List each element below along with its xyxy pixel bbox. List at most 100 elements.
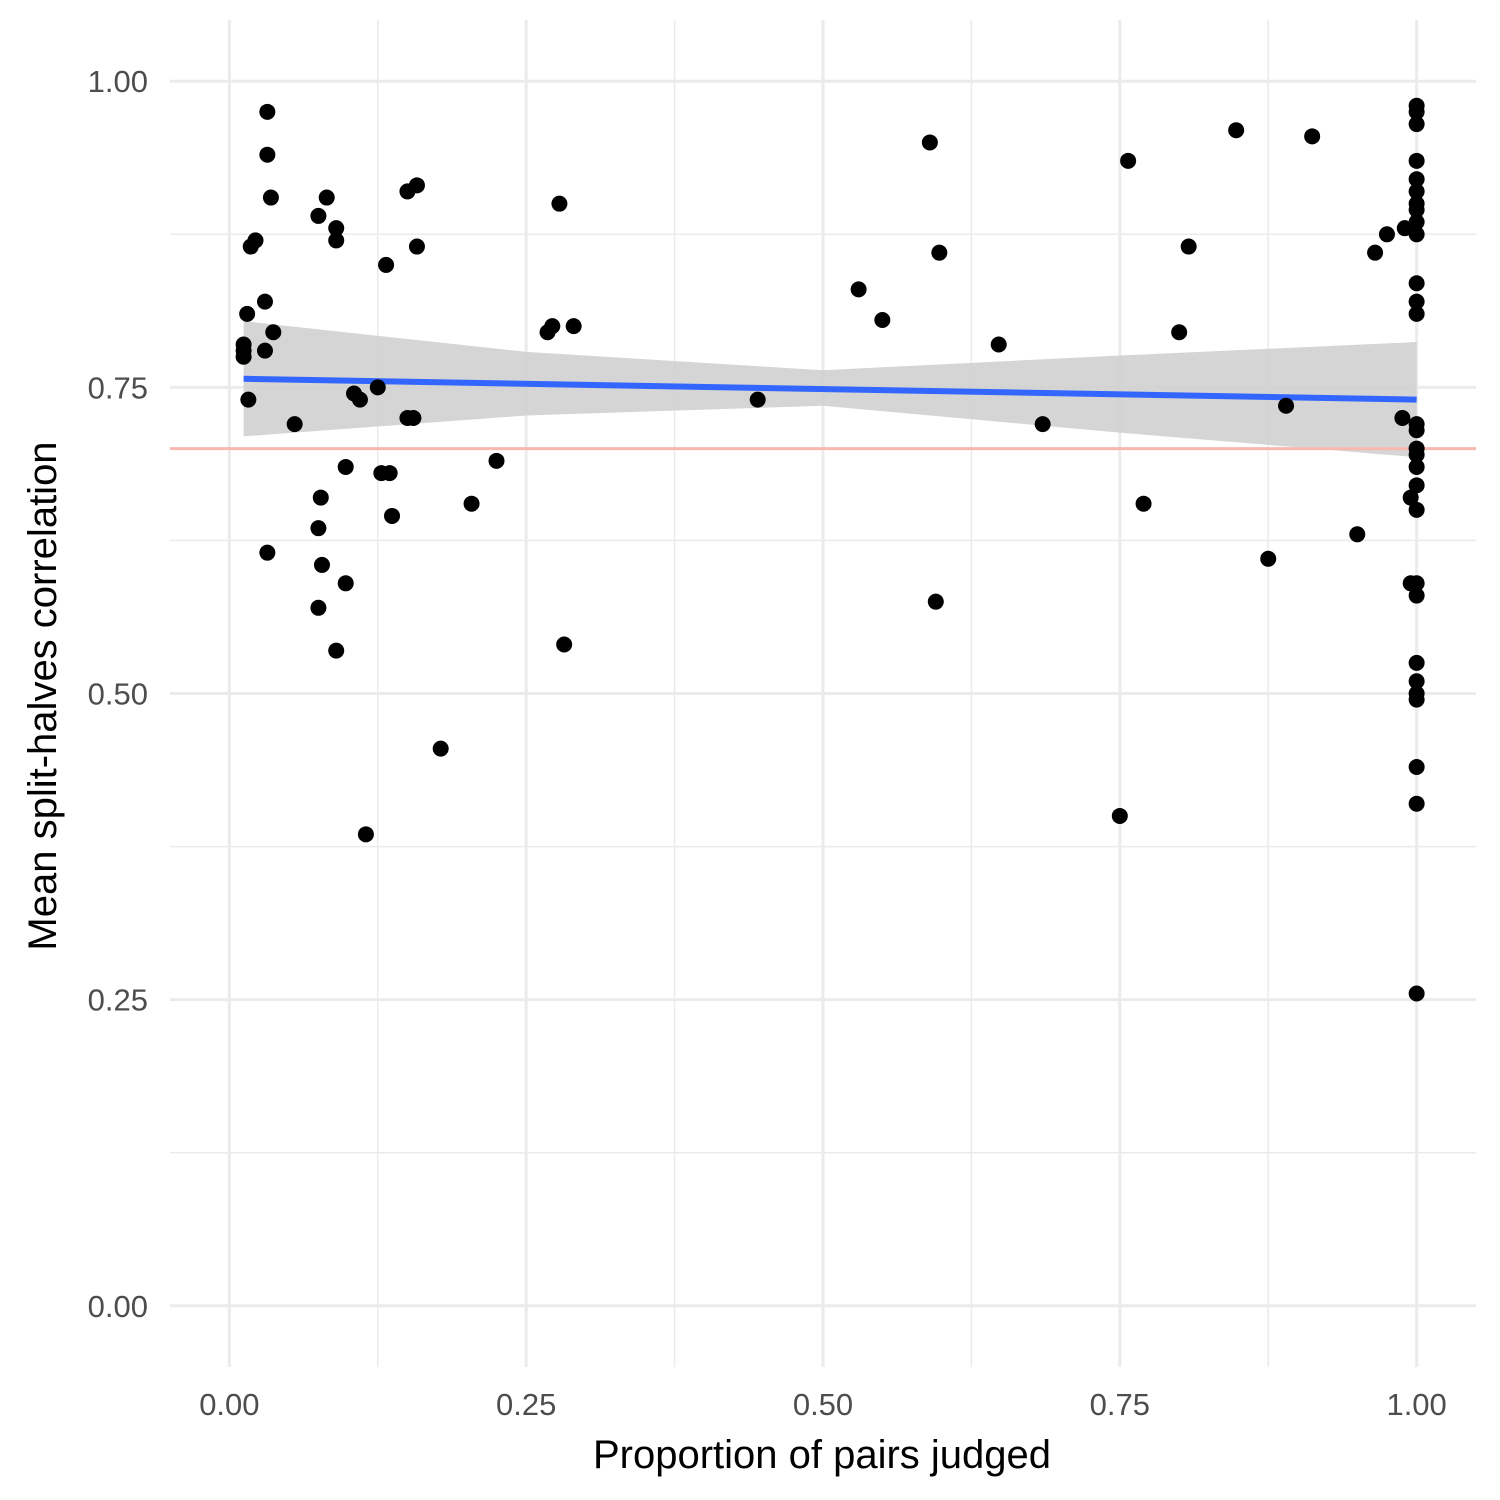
data-point: [262, 189, 279, 206]
data-point: [312, 489, 329, 506]
data-point: [1034, 416, 1051, 433]
x-tick-label: 1.00: [1386, 1387, 1446, 1422]
data-point: [1349, 526, 1366, 543]
x-tick-label: 0.50: [793, 1387, 853, 1422]
data-point: [749, 391, 766, 408]
data-point: [259, 146, 276, 163]
data-point: [1408, 214, 1425, 231]
data-point: [1171, 324, 1188, 341]
data-point: [310, 207, 327, 224]
data-point: [286, 416, 303, 433]
data-point: [931, 244, 948, 261]
data-point: [256, 293, 273, 310]
data-point: [259, 544, 276, 561]
data-point: [874, 312, 891, 329]
data-points: [235, 97, 1425, 1002]
x-tick-label: 0.00: [199, 1387, 259, 1422]
data-point: [408, 177, 425, 194]
data-point: [1135, 495, 1152, 512]
data-point: [1408, 201, 1425, 218]
data-point: [337, 575, 354, 592]
trend-line: [243, 375, 1417, 403]
data-point: [1260, 550, 1277, 567]
data-point: [310, 599, 327, 616]
y-tick-label: 0.50: [88, 677, 148, 712]
data-point: [1180, 238, 1197, 255]
data-point: [556, 636, 573, 653]
data-point: [239, 305, 256, 322]
data-point: [1367, 244, 1384, 261]
data-point: [1408, 758, 1425, 775]
data-point: [1278, 397, 1295, 414]
data-point: [990, 336, 1007, 353]
data-point: [1408, 501, 1425, 518]
data-point: [1408, 673, 1425, 690]
data-point: [1408, 275, 1425, 292]
data-point: [1408, 477, 1425, 494]
data-point: [1408, 795, 1425, 812]
data-point: [850, 281, 867, 298]
data-point: [463, 495, 480, 512]
data-point: [337, 458, 354, 475]
data-point: [1408, 103, 1425, 120]
y-tick-label: 0.00: [88, 1289, 148, 1324]
data-point: [1120, 152, 1137, 169]
data-point: [247, 232, 264, 249]
data-point: [1408, 152, 1425, 169]
data-point: [1408, 458, 1425, 475]
data-point: [310, 520, 327, 537]
data-point: [381, 465, 398, 482]
data-point: [1228, 122, 1245, 139]
x-axis-title: Proportion of pairs judged: [593, 1433, 1051, 1477]
y-tick-labels: 0.00 0.25 0.50 0.75 1.00: [88, 64, 148, 1324]
data-point: [1304, 128, 1321, 145]
data-point: [1378, 226, 1395, 243]
x-tick-label: 0.75: [1090, 1387, 1150, 1422]
data-point: [235, 348, 252, 365]
data-point: [384, 507, 401, 524]
trend-line-group: [243, 375, 1417, 403]
data-point: [1408, 183, 1425, 200]
data-point: [378, 256, 395, 273]
data-point: [313, 556, 330, 573]
data-point: [240, 391, 257, 408]
data-point: [544, 318, 561, 335]
y-axis-title: Mean split-halves correlation: [21, 441, 65, 950]
y-tick-label: 0.25: [88, 983, 148, 1018]
data-point: [235, 336, 252, 353]
data-point: [328, 232, 345, 249]
data-point: [328, 220, 345, 237]
data-point: [405, 409, 422, 426]
data-point: [259, 103, 276, 120]
data-point: [1402, 489, 1419, 506]
grid-major-lines: [170, 20, 1476, 1367]
data-point: [1396, 220, 1413, 237]
data-point: [1408, 171, 1425, 188]
data-point: [565, 318, 582, 335]
x-tick-label: 0.25: [496, 1387, 556, 1422]
data-point: [408, 238, 425, 255]
data-point: [1408, 691, 1425, 708]
data-point: [1408, 305, 1425, 322]
data-point: [1394, 409, 1411, 426]
data-point: [1408, 293, 1425, 310]
data-point: [488, 452, 505, 469]
data-point: [1408, 422, 1425, 439]
data-point: [1111, 807, 1128, 824]
x-tick-labels: 0.00 0.25 0.50 0.75 1.00: [199, 1387, 1447, 1422]
data-point: [265, 324, 282, 341]
data-point: [921, 134, 938, 151]
data-point: [369, 379, 386, 396]
data-point: [1408, 985, 1425, 1002]
data-point: [318, 189, 335, 206]
data-point: [1408, 226, 1425, 243]
y-tick-label: 0.75: [88, 370, 148, 405]
data-point: [432, 740, 449, 757]
data-point: [351, 391, 368, 408]
data-point: [357, 826, 374, 843]
data-point: [1408, 446, 1425, 463]
data-point: [1408, 587, 1425, 604]
data-point: [1408, 116, 1425, 133]
data-point: [328, 642, 345, 659]
